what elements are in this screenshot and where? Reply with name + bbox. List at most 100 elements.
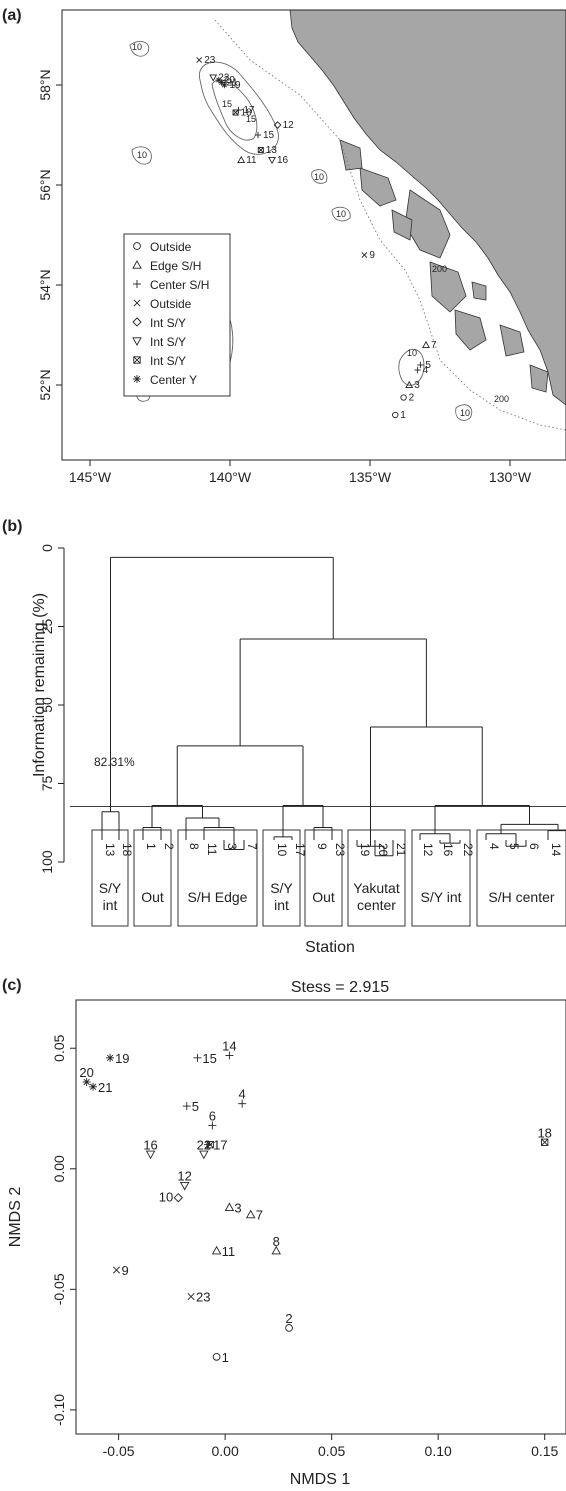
- station-label: 16: [277, 155, 289, 166]
- station-label: 15: [263, 130, 275, 141]
- panel-b: (b) Information remaining (%) 0255075100…: [2, 518, 566, 956]
- nmds-point: [238, 1099, 247, 1108]
- dendro-leaves: 1318128113710179231920211216224561415: [103, 843, 563, 857]
- nmds-point: [199, 1150, 209, 1160]
- nmds-point: [212, 1352, 221, 1361]
- nmds-point: [193, 1053, 202, 1062]
- nmds-point: [271, 1245, 282, 1255]
- station-label: 23: [204, 55, 216, 66]
- nmds-point: [285, 1324, 293, 1332]
- contour-label: 10: [314, 172, 324, 182]
- leaf-label: 6: [527, 843, 541, 850]
- station-marker: [268, 156, 276, 165]
- y-tick-label: 25: [39, 619, 55, 635]
- point-label: 5: [192, 1099, 199, 1114]
- nmds-axes: -0.05 0.00 0.05 0.10 0.15 -0.10 -0.05 0.00 0.05: [51, 1034, 559, 1459]
- station-label: 18: [241, 108, 253, 119]
- cluster-label: S/Y: [99, 880, 122, 896]
- cluster-label: S/H center: [488, 889, 554, 905]
- station-label: 3: [414, 380, 420, 391]
- contour-label: 10: [137, 150, 147, 160]
- point-label: 12: [177, 1169, 191, 1184]
- cluster-box: [177, 829, 258, 927]
- x-tick-label: 0.05: [318, 1443, 345, 1459]
- cluster-label: int: [274, 897, 289, 913]
- station-label: 21: [227, 78, 239, 89]
- station-label: 1: [400, 410, 406, 421]
- station-marker: [400, 394, 407, 401]
- legend-label: Int S/Y: [150, 316, 186, 330]
- leaf-label: 20: [376, 843, 390, 857]
- leaf-label: 10: [275, 843, 289, 857]
- cluster-label: Yakutat: [353, 880, 400, 896]
- point-label: 14: [222, 1038, 236, 1053]
- legend-symbol: [132, 317, 142, 327]
- point-label: 8: [273, 1234, 280, 1249]
- station-marker: [361, 252, 368, 258]
- cluster-label: int: [103, 897, 118, 913]
- cluster-box: [133, 829, 172, 927]
- legend-symbol: [133, 242, 141, 250]
- y-tick-label: 0.00: [51, 1155, 67, 1182]
- y-tick-label: 75: [39, 776, 55, 792]
- station-label: 19: [229, 80, 241, 91]
- legend-symbol: [132, 337, 142, 346]
- point-label: 7: [256, 1208, 263, 1223]
- nmds-point: [208, 1121, 217, 1130]
- x-tick-label: 135°W: [349, 469, 392, 485]
- point-label: 9: [121, 1263, 128, 1278]
- nmds-point: [224, 1202, 235, 1212]
- station-label: 5: [425, 360, 431, 371]
- nmds-point: [211, 1245, 222, 1255]
- x-tick-label: 140°W: [209, 469, 252, 485]
- cluster-label: Out: [141, 889, 164, 905]
- x-tick-label: 130°W: [489, 469, 532, 485]
- station-marker: [218, 79, 225, 86]
- contour-label: 10: [460, 408, 470, 418]
- point-label: 16: [143, 1137, 157, 1152]
- leaf-label: 11: [205, 843, 219, 856]
- leaf-label: 21: [394, 843, 408, 857]
- point-label: 11: [222, 1244, 236, 1259]
- legend-symbol: [133, 299, 141, 307]
- cluster-box: [262, 829, 301, 927]
- station-marker: [254, 131, 262, 139]
- y-tick-label: 100: [39, 850, 55, 874]
- contour-label: 200: [494, 394, 509, 404]
- x-tick-label: 0.00: [212, 1443, 239, 1459]
- point-label: 4: [239, 1087, 246, 1102]
- leaf-label: 16: [441, 843, 455, 857]
- legend-label: Outside: [150, 297, 192, 311]
- nmds-point: [89, 1082, 98, 1091]
- station-marker: [392, 411, 399, 419]
- station-label: 13: [266, 145, 278, 156]
- panel-c-label: (c): [2, 977, 22, 994]
- point-label: 6: [209, 1108, 216, 1123]
- cluster-label: center: [357, 897, 396, 913]
- y-tick-label: 0.05: [51, 1034, 67, 1061]
- station-label: 17: [243, 105, 255, 116]
- nmds-y-axis-label: NMDS 2: [7, 1187, 24, 1248]
- point-label: 22: [197, 1137, 211, 1152]
- leaf-label: 2: [162, 843, 176, 850]
- cluster-label: S/Y: [270, 880, 293, 896]
- legend-symbol: [133, 375, 141, 383]
- panel-a: (a) 10: [2, 7, 566, 485]
- dendro-x-axis-label: Station: [305, 939, 355, 956]
- y-tick-label: -0.10: [51, 1394, 67, 1426]
- contour-label: 10: [132, 42, 142, 52]
- leaf-label: 3: [225, 843, 239, 850]
- station-marker: [417, 361, 424, 369]
- station-marker: [196, 57, 203, 63]
- nmds-point: [245, 1209, 256, 1219]
- y-tick-label: 56°N: [37, 169, 53, 200]
- nmds-point: [182, 1102, 191, 1111]
- contour-label: 10: [336, 209, 346, 219]
- legend-label: Edge S/H: [150, 259, 201, 273]
- leaf-label: 5: [507, 843, 521, 850]
- leaf-label: 22: [461, 843, 475, 857]
- station-marker: [237, 155, 246, 164]
- legend-label: Outside: [150, 240, 192, 254]
